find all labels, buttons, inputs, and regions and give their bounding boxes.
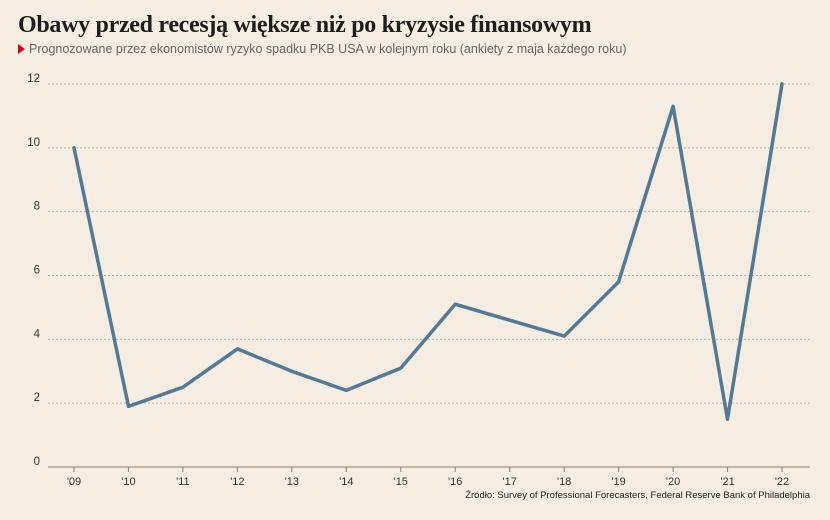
data-point-6: [399, 366, 403, 370]
chart-title: Obawy przed recesją większe niż po kryzy…: [18, 12, 592, 38]
x-tick-label-1: '10: [121, 476, 135, 488]
data-point-4: [290, 369, 294, 373]
y-tick-label-0: 0: [34, 456, 40, 468]
y-tick-label-6: 6: [34, 265, 40, 277]
x-tick-label-2: '11: [176, 476, 190, 488]
data-point-10: [617, 280, 621, 284]
data-point-1: [126, 404, 131, 408]
x-tick-label-7: '16: [448, 476, 462, 488]
data-point-2: [181, 385, 185, 389]
red-triangle-icon: [18, 44, 25, 54]
y-tick-label-2: 2: [34, 392, 40, 404]
x-tick-label-13: '22: [775, 476, 789, 488]
x-tick-label-8: '17: [503, 476, 517, 488]
data-point-8: [508, 318, 512, 322]
y-tick-label-12: 12: [27, 73, 40, 85]
x-tick-label-10: '19: [611, 476, 625, 488]
x-tick-label-4: '13: [285, 476, 299, 488]
x-tick-label-6: '15: [394, 476, 408, 488]
x-tick-label-5: '14: [339, 476, 353, 488]
data-point-9: [562, 334, 566, 338]
x-tick-label-9: '18: [557, 476, 571, 488]
x-tick-label-0: '09: [67, 476, 81, 488]
y-tick-label-4: 4: [34, 328, 41, 340]
chart-subtitle-text: Prognozowane przez ekonomistów ryzyko sp…: [29, 42, 627, 56]
data-point-5: [344, 388, 348, 392]
y-tick-label-10: 10: [27, 137, 40, 149]
chart-subtitle: Prognozowane przez ekonomistów ryzyko sp…: [18, 42, 627, 56]
data-point-3: [235, 347, 239, 351]
source-note: Źródło: Survey of Professional Forecaste…: [465, 490, 810, 501]
x-tick-label-11: '20: [666, 476, 680, 488]
data-point-7: [453, 302, 457, 306]
x-tick-label-3: '12: [230, 476, 244, 488]
series-line-0: [72, 82, 784, 421]
data-point-11: [671, 104, 675, 108]
y-tick-label-8: 8: [34, 201, 40, 213]
data-point-13: [780, 82, 784, 86]
data-point-12: [725, 417, 730, 421]
data-point-0: [72, 146, 76, 150]
x-tick-label-12: '21: [720, 476, 734, 488]
